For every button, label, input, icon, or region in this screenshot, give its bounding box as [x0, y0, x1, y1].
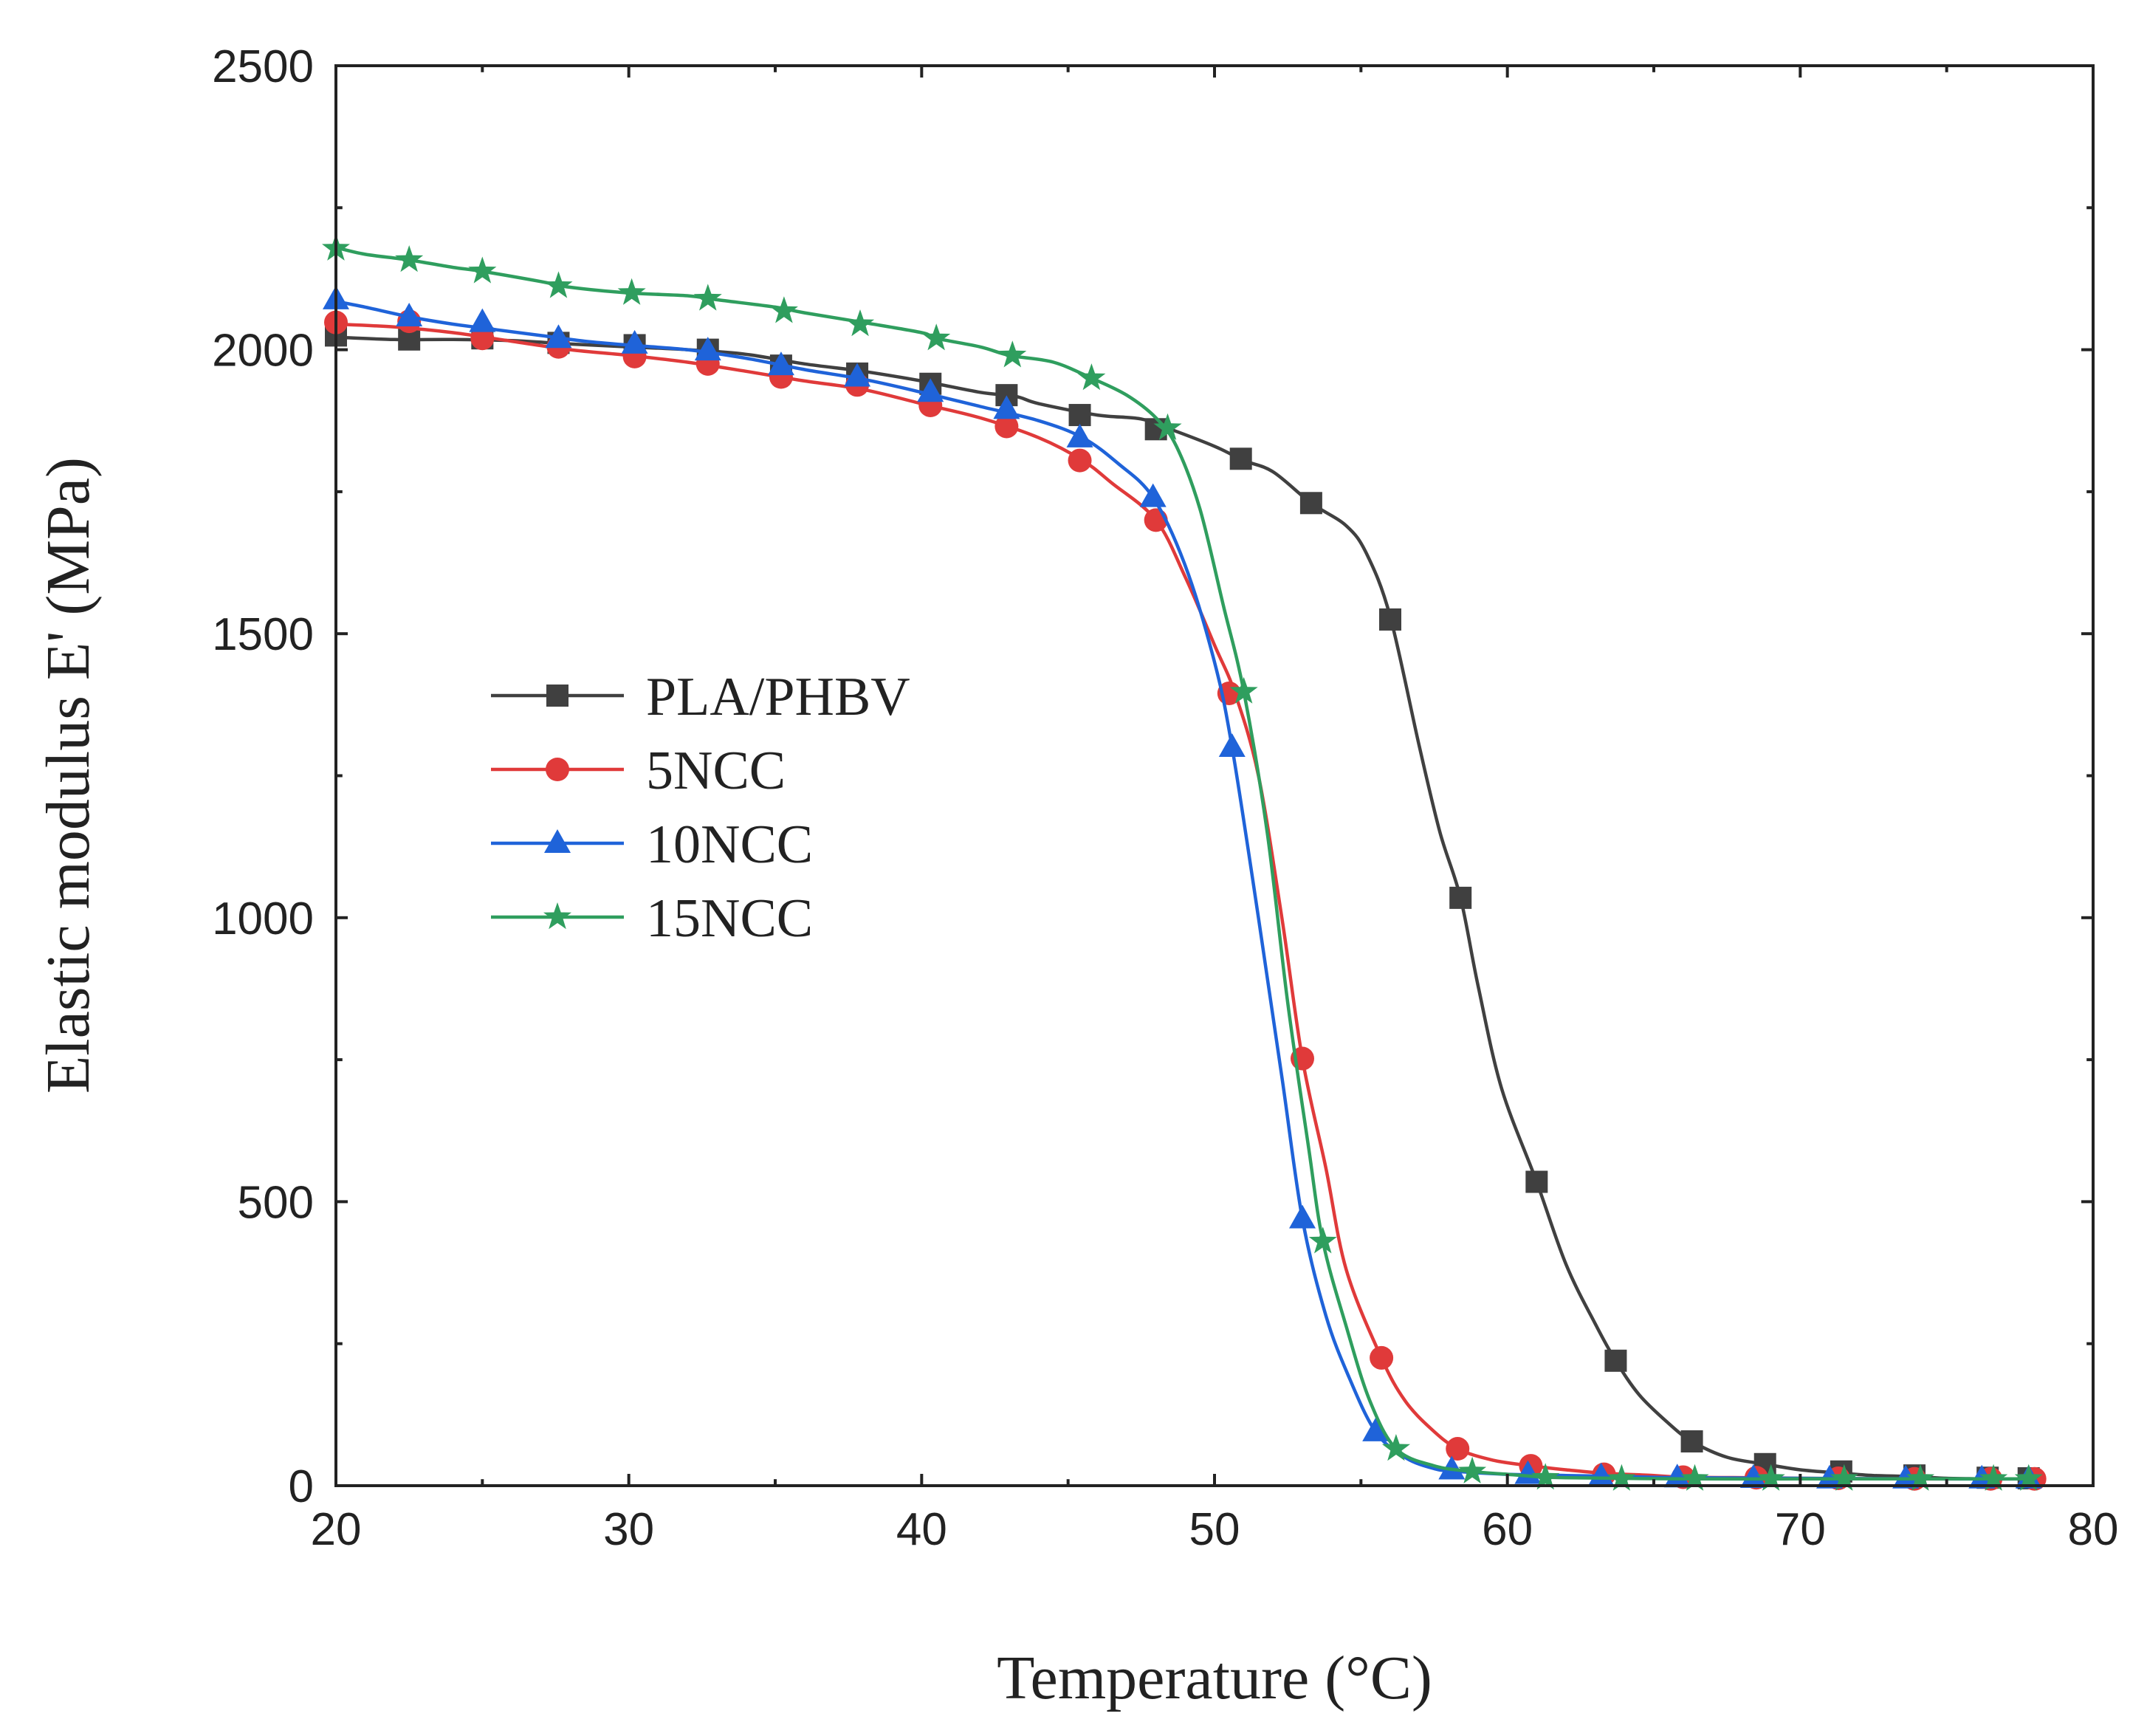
x-axis-title: Temperature (°C)	[997, 1644, 1432, 1712]
data-point	[1139, 483, 1167, 507]
y-tick-label: 1500	[212, 609, 314, 660]
data-point	[1379, 608, 1401, 631]
data-point	[1680, 1464, 1709, 1491]
y-axis-title: Elastic modulus E' (MPa)	[34, 457, 103, 1094]
data-point	[1381, 1434, 1410, 1461]
x-tick-label: 70	[1775, 1504, 1826, 1555]
legend-item: 10NCC	[491, 814, 813, 875]
legend-marker	[544, 829, 571, 853]
data-point	[1525, 1170, 1548, 1193]
data-point	[846, 309, 875, 337]
data-point	[995, 414, 1019, 439]
data-point	[470, 326, 495, 351]
data-point	[1308, 1226, 1337, 1254]
data-point	[1229, 447, 1252, 470]
legend-item: 5NCC	[491, 741, 786, 801]
legend-item: PLA/PHBV	[491, 667, 910, 727]
data-point	[1229, 676, 1258, 704]
data-point	[769, 296, 798, 323]
data-point	[693, 284, 722, 311]
legend-marker	[543, 902, 571, 930]
legend-label: PLA/PHBV	[646, 667, 910, 727]
data-point	[1531, 1463, 1560, 1490]
data-point	[1153, 413, 1182, 440]
data-point	[1068, 448, 1092, 473]
legend-label: 10NCC	[646, 814, 813, 875]
data-point	[1816, 1464, 1843, 1489]
data-point	[1739, 1464, 1767, 1489]
tick-labels: 20 30 40 50 60 70 80 0 500 1000 1500 2000 2500	[212, 41, 2118, 1555]
data-point	[1218, 733, 1246, 758]
y-tick-label: 1000	[212, 893, 314, 944]
data-point	[1663, 1464, 1691, 1488]
data-point	[395, 245, 424, 272]
series-layer	[322, 233, 2047, 1491]
data-point	[1604, 1349, 1627, 1372]
x-tick-label: 80	[2068, 1504, 2119, 1555]
data-point	[1892, 1464, 1920, 1489]
legend-item: 15NCC	[491, 888, 813, 949]
data-point	[1362, 1417, 1389, 1441]
data-point	[469, 308, 496, 332]
data-point	[998, 340, 1027, 368]
legend-marker	[546, 685, 568, 707]
data-point	[1587, 1462, 1615, 1486]
y-tick-label: 2500	[212, 41, 314, 92]
data-point	[767, 351, 794, 376]
data-point	[1830, 1464, 1858, 1491]
data-point	[1066, 423, 1093, 447]
data-point	[544, 271, 573, 298]
data-point	[1438, 1455, 1466, 1480]
data-point	[1979, 1464, 2008, 1491]
legend: PLA/PHBV 5NCC 10NCC 15NCC	[491, 667, 910, 949]
x-tick-label: 50	[1189, 1504, 1240, 1555]
data-point	[2014, 1464, 2043, 1491]
data-point	[922, 323, 951, 351]
data-point	[545, 324, 572, 349]
data-point	[1446, 1437, 1470, 1461]
x-tick-label: 30	[603, 1504, 654, 1555]
y-tick-label: 500	[238, 1177, 314, 1228]
data-point	[1756, 1464, 1785, 1491]
data-point	[1458, 1456, 1487, 1483]
x-tick-label: 40	[896, 1504, 947, 1555]
data-point	[1680, 1430, 1703, 1453]
y-tick-label: 2000	[212, 326, 314, 377]
data-point	[621, 329, 648, 354]
series-line	[334, 335, 2030, 1481]
data-point	[844, 363, 871, 387]
data-point	[396, 302, 423, 326]
data-point	[1370, 1345, 1394, 1370]
data-point	[617, 278, 646, 305]
data-point	[1906, 1464, 1934, 1491]
data-point	[694, 337, 721, 361]
x-tick-label: 60	[1482, 1504, 1533, 1555]
ticks-layer	[334, 64, 2095, 1487]
data-point	[993, 395, 1020, 419]
legend-label: 15NCC	[646, 888, 813, 949]
series-line	[334, 245, 2036, 1481]
data-point	[1299, 492, 1322, 515]
y-tick-label: 0	[289, 1461, 314, 1512]
legend-marker	[546, 758, 569, 781]
data-point	[1077, 363, 1106, 391]
data-point	[917, 378, 944, 402]
data-point	[1068, 404, 1091, 427]
data-point	[1449, 886, 1472, 909]
data-point	[1607, 1464, 1636, 1491]
legend-label: 5NCC	[646, 741, 786, 801]
x-tick-label: 20	[311, 1504, 362, 1555]
data-point	[468, 256, 497, 284]
data-point	[1289, 1204, 1316, 1229]
